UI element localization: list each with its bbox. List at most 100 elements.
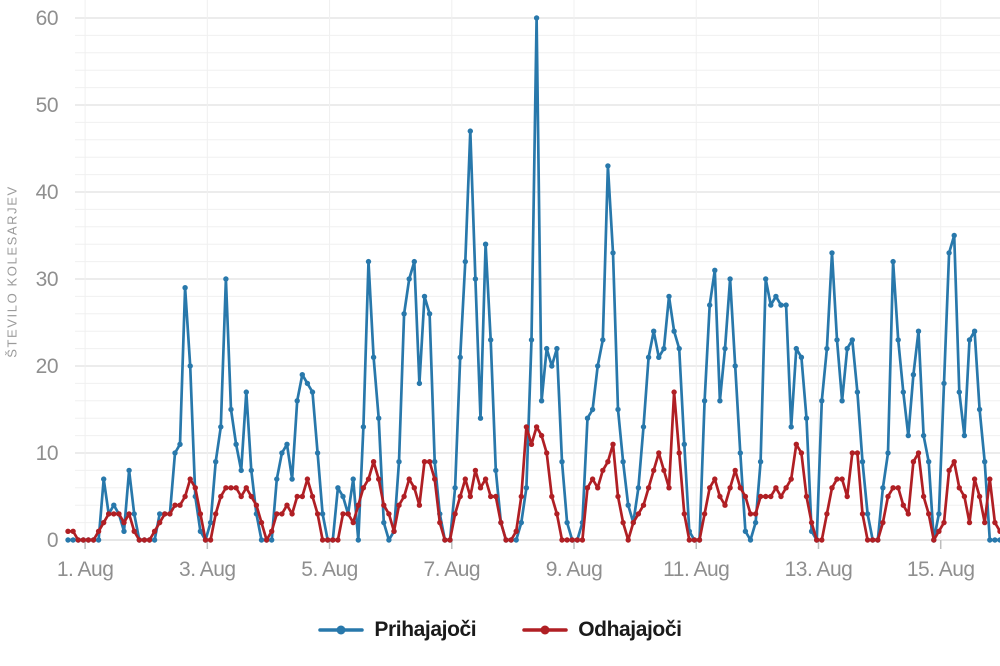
- data-point-incoming: [661, 345, 667, 352]
- data-point-incoming: [768, 302, 774, 308]
- data-point-outgoing: [829, 485, 835, 491]
- data-point-outgoing: [814, 537, 820, 543]
- data-point-incoming: [997, 537, 1000, 543]
- data-point-incoming: [905, 432, 911, 439]
- data-point-outgoing: [712, 476, 718, 482]
- data-point-outgoing: [666, 485, 672, 491]
- data-point-incoming: [676, 345, 682, 352]
- data-point-incoming: [457, 354, 463, 360]
- data-point-outgoing: [620, 519, 626, 526]
- data-point-incoming: [544, 345, 550, 352]
- data-point-incoming: [309, 389, 316, 395]
- data-point-incoming: [284, 441, 290, 447]
- data-point-incoming: [864, 511, 871, 517]
- data-point-incoming: [411, 258, 417, 265]
- data-point-outgoing: [80, 537, 87, 543]
- data-point-incoming: [126, 467, 132, 474]
- data-point-incoming: [299, 372, 305, 378]
- data-point-outgoing: [106, 511, 112, 517]
- data-point-outgoing: [757, 493, 764, 500]
- data-point-outgoing: [518, 493, 524, 500]
- legend: Prihajajoči Odhajajoči: [0, 608, 1000, 652]
- data-point-outgoing: [493, 493, 499, 500]
- data-point-incoming: [737, 450, 743, 456]
- data-point-incoming: [880, 485, 886, 491]
- x-tick-label: 5. Aug: [301, 558, 358, 581]
- data-point-outgoing: [503, 537, 509, 543]
- data-point-outgoing: [931, 537, 937, 543]
- data-point-outgoing: [844, 493, 850, 500]
- data-point-incoming: [95, 537, 102, 543]
- data-point-incoming: [564, 519, 570, 526]
- data-point-outgoing: [162, 511, 168, 517]
- data-point-outgoing: [218, 493, 224, 500]
- data-point-outgoing: [452, 511, 458, 517]
- data-point-outgoing: [630, 519, 636, 526]
- data-point-incoming: [956, 389, 962, 395]
- data-point-outgoing: [783, 485, 789, 491]
- data-point-incoming: [452, 485, 458, 491]
- data-point-outgoing: [85, 537, 92, 543]
- data-point-incoming: [625, 502, 631, 508]
- data-point-incoming: [554, 345, 560, 352]
- data-point-incoming: [635, 485, 642, 491]
- data-point-outgoing: [808, 519, 815, 526]
- data-point-incoming: [386, 537, 392, 543]
- data-point-incoming: [421, 293, 428, 300]
- data-point-incoming: [376, 415, 382, 421]
- x-tick-label: 15. Aug: [907, 558, 975, 581]
- data-point-outgoing: [946, 467, 952, 474]
- data-point-outgoing: [508, 537, 514, 543]
- data-point-outgoing: [365, 476, 372, 482]
- data-point-incoming: [681, 441, 687, 447]
- line-chart-canvas: 1. Aug 3. Aug 5. Aug 7. Aug 9. Aug 11. Aug 13.…: [36, 0, 1000, 581]
- data-point-incoming: [355, 537, 361, 543]
- data-point-outgoing: [752, 511, 759, 517]
- data-point-incoming: [340, 493, 346, 500]
- data-point-outgoing: [696, 537, 703, 543]
- data-point-outgoing: [172, 502, 178, 508]
- data-point-outgoing: [920, 493, 927, 500]
- data-point-incoming: [803, 415, 810, 421]
- data-point-incoming: [712, 267, 718, 273]
- data-point-outgoing: [482, 476, 489, 482]
- data-point-incoming: [910, 372, 917, 378]
- data-point-incoming: [605, 163, 611, 169]
- data-point-outgoing: [915, 450, 922, 456]
- x-tick-label: 7. Aug: [424, 558, 481, 581]
- legend-label: Prihajajoči: [374, 618, 477, 641]
- data-point-outgoing: [788, 476, 794, 482]
- data-point-outgoing: [442, 537, 448, 543]
- data-point-outgoing: [895, 485, 901, 491]
- data-point-outgoing: [253, 502, 260, 508]
- data-point-incoming: [488, 337, 494, 343]
- data-point-incoming: [432, 459, 438, 465]
- data-point-outgoing: [269, 528, 275, 534]
- data-point-outgoing: [121, 519, 127, 526]
- data-point-outgoing: [875, 537, 881, 543]
- data-point-outgoing: [976, 493, 983, 500]
- data-point-outgoing: [477, 485, 484, 491]
- data-point-outgoing: [340, 511, 346, 517]
- data-point-outgoing: [691, 537, 698, 543]
- data-point-outgoing: [447, 537, 453, 543]
- data-point-outgoing: [686, 537, 692, 543]
- data-point-incoming: [172, 450, 178, 456]
- data-point-incoming: [426, 311, 433, 317]
- data-point-outgoing: [727, 485, 733, 491]
- data-point-outgoing: [406, 476, 412, 482]
- data-point-outgoing: [207, 537, 214, 543]
- data-point-incoming: [707, 302, 713, 308]
- data-point-outgoing: [656, 450, 662, 456]
- data-point-outgoing: [248, 493, 254, 500]
- data-point-incoming: [121, 528, 127, 534]
- data-point-incoming: [157, 511, 163, 517]
- data-point-outgoing: [676, 450, 682, 456]
- data-point-incoming: [523, 485, 530, 491]
- data-point-outgoing: [376, 476, 382, 482]
- data-point-incoming: [834, 337, 840, 343]
- data-point-incoming: [798, 354, 805, 360]
- data-point-outgoing: [381, 502, 387, 508]
- data-point-outgoing: [258, 519, 265, 526]
